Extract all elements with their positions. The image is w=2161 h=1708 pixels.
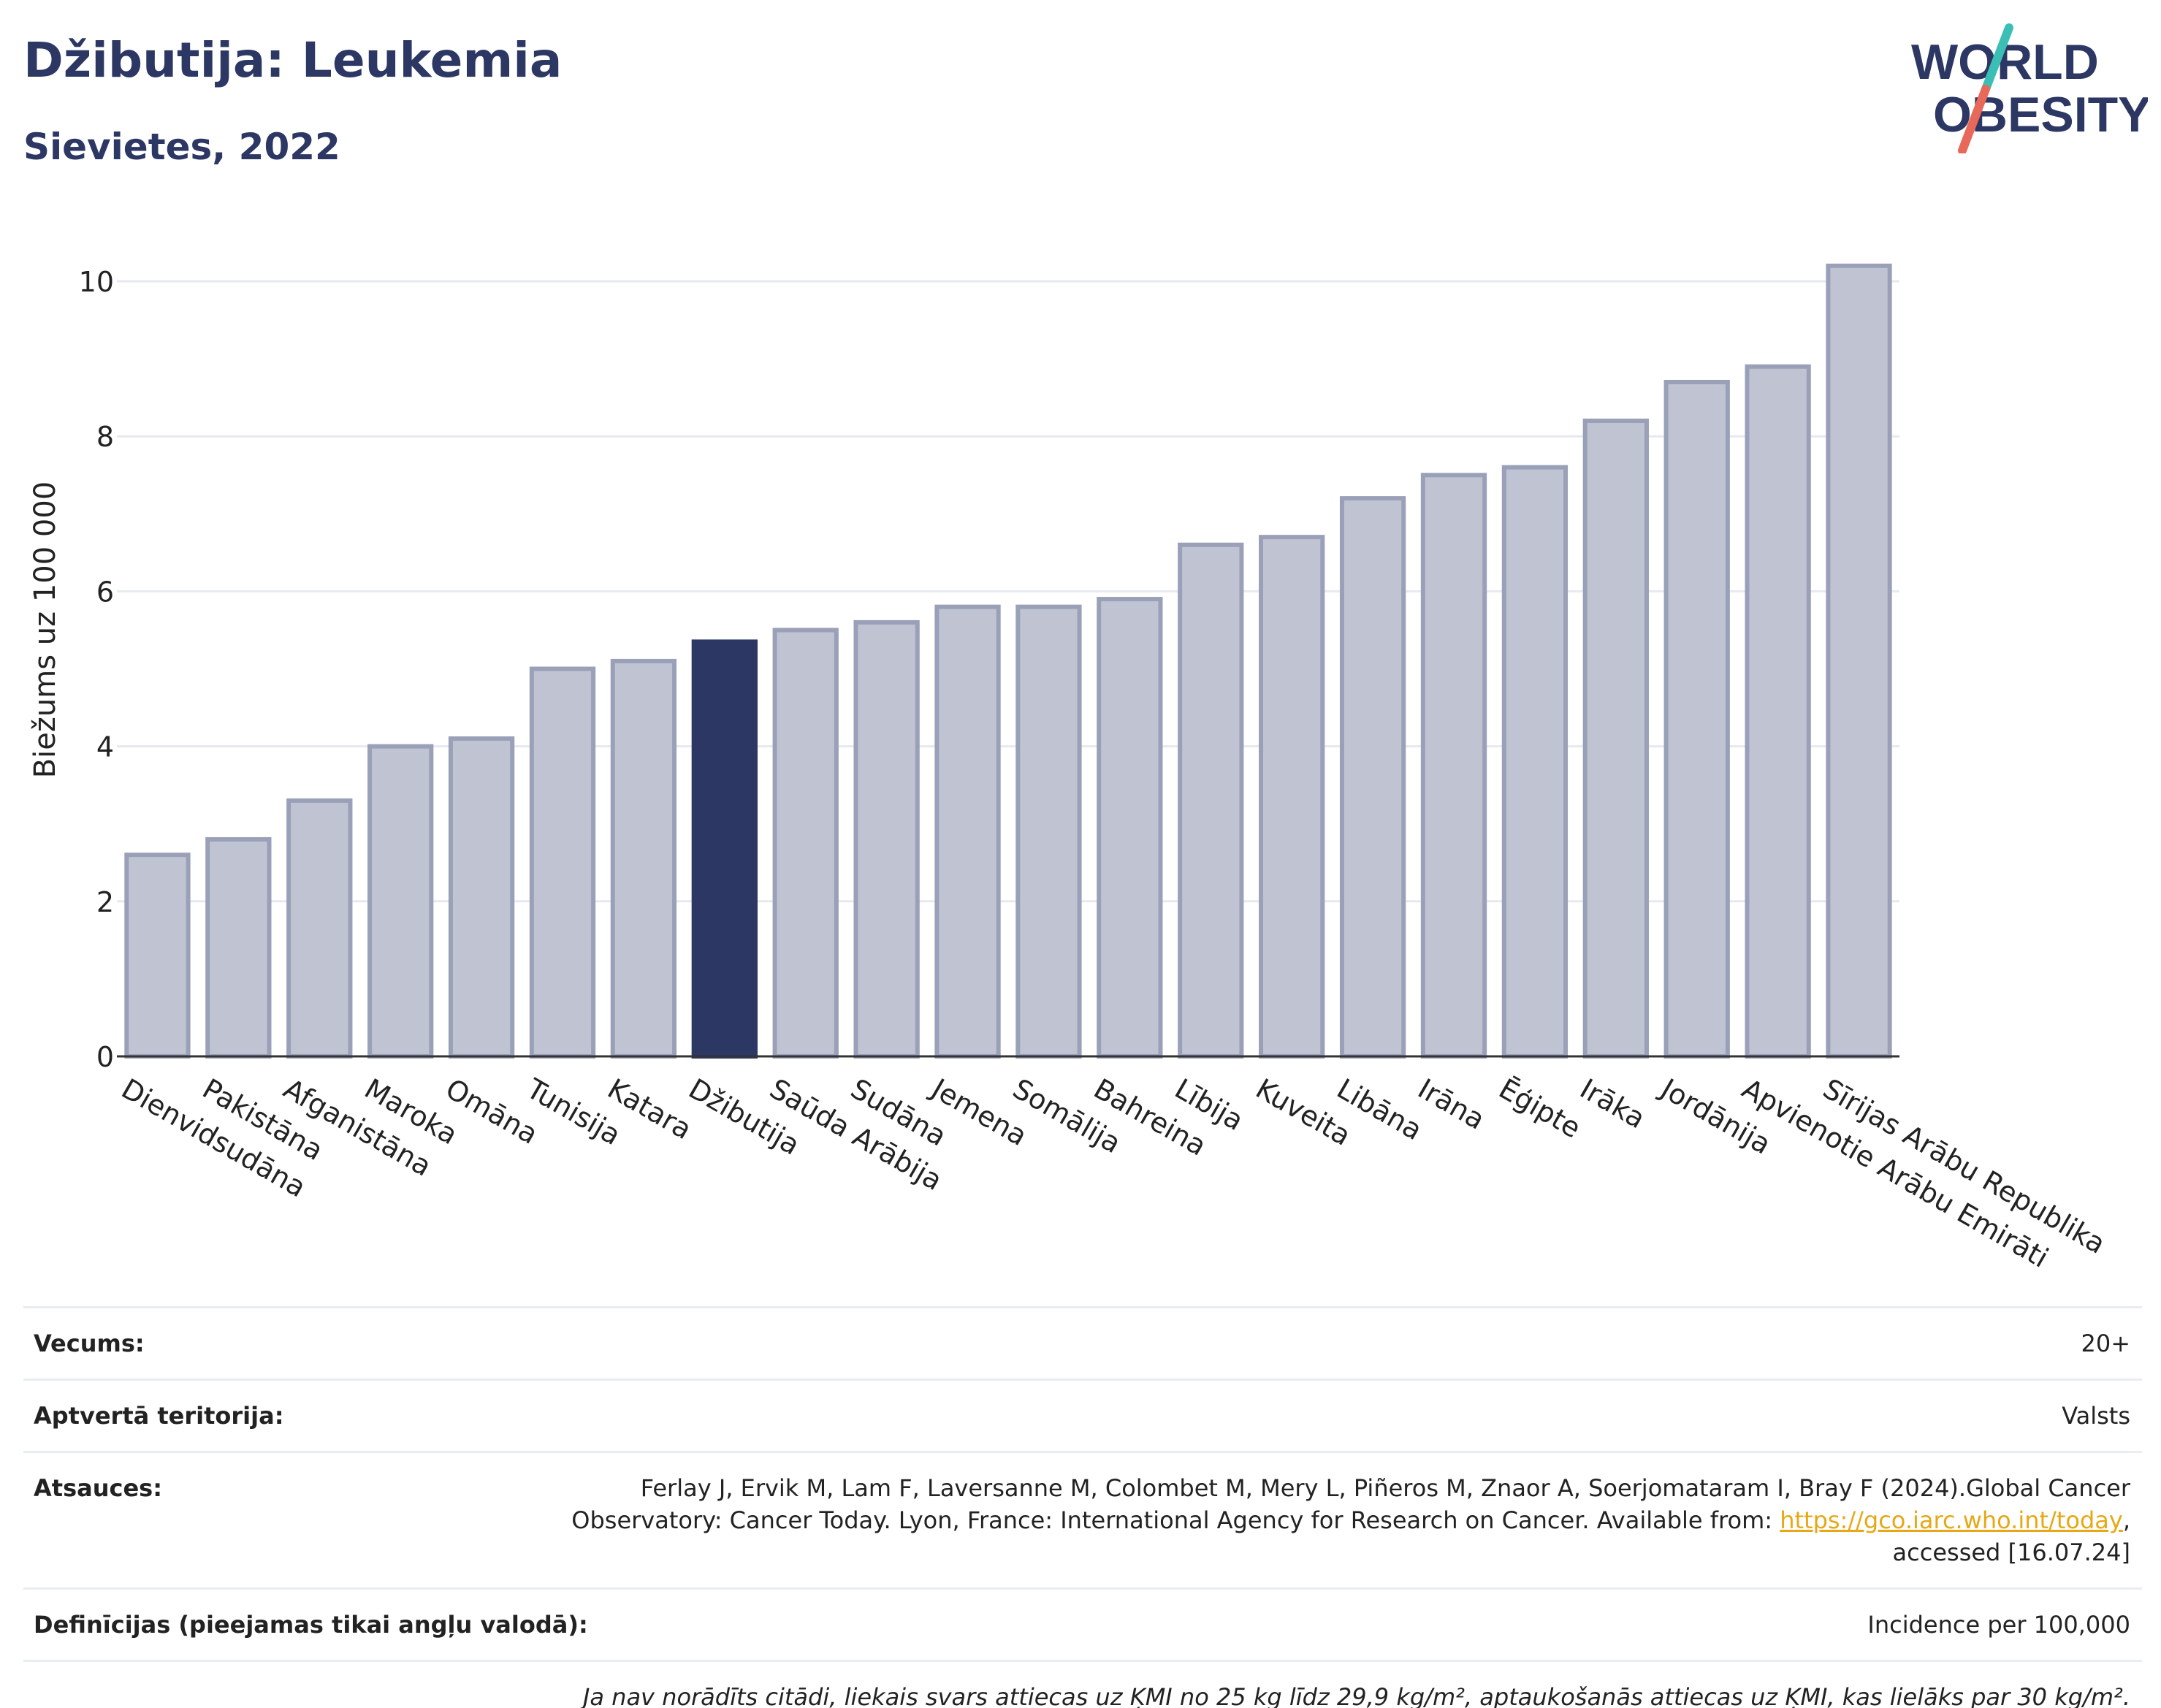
info-row-note: Ja nav norādīts citādi, liekais svars at… <box>23 1660 2142 1708</box>
y-tick-labels: 0 2 4 6 8 10 <box>79 266 114 1073</box>
y-axis-label: Biežums uz 100 000 <box>28 481 62 779</box>
bar-15 <box>1339 496 1406 1059</box>
references-line3: accessed [16.07.24] <box>1892 1539 2130 1566</box>
bar-11 <box>1015 604 1082 1059</box>
x-tick-label: Irāna <box>1413 1072 1490 1136</box>
bar-19 <box>1663 379 1730 1059</box>
info-table: Vecums: 20+ Aptvertā teritorija: Valsts … <box>23 1306 2142 1708</box>
world-obesity-logo: WORLD OBESITY <box>1911 23 2148 153</box>
bar-8 <box>772 628 839 1059</box>
territory-value: Valsts <box>2062 1402 2130 1430</box>
bar-chart: 0 2 4 6 8 10 DienvidsudānaPakistānaAfganistān… <box>79 263 2111 1274</box>
y-tick-label: 8 <box>96 421 114 453</box>
bar-1 <box>205 836 272 1059</box>
bar-13 <box>1178 542 1244 1059</box>
age-value: 20+ <box>2081 1330 2130 1357</box>
bars <box>124 263 1892 1059</box>
bar-21 <box>1826 263 1892 1059</box>
references-line2-end: , <box>2122 1506 2130 1534</box>
logo-slash-teal <box>1981 23 2013 94</box>
bar-20 <box>1745 364 1811 1059</box>
bar-10 <box>934 604 1001 1059</box>
y-tick-label: 6 <box>96 576 114 608</box>
bar-7 <box>691 639 758 1059</box>
age-label: Vecums: <box>34 1330 145 1357</box>
bar-16 <box>1420 473 1487 1059</box>
logo-slash-coral <box>1958 85 1990 153</box>
x-tick-labels: DienvidsudānaPakistānaAfganistānaMarokaO… <box>116 1072 2111 1274</box>
info-row-age: Vecums: 20+ <box>23 1306 2142 1379</box>
bar-14 <box>1259 535 1325 1059</box>
y-tick-label: 4 <box>96 731 114 763</box>
references-line2: Observatory: Cancer Today. Lyon, France:… <box>571 1506 1780 1534</box>
bar-9 <box>853 619 920 1059</box>
references-link[interactable]: https://gco.iarc.who.int/today <box>1780 1506 2123 1534</box>
bar-17 <box>1501 465 1569 1059</box>
info-row-territory: Aptvertā teritorija: Valsts <box>23 1379 2142 1451</box>
territory-label: Aptvertā teritorija: <box>34 1402 284 1430</box>
references-label: Atsauces: <box>34 1474 162 1502</box>
y-tick-label: 2 <box>96 886 114 918</box>
definitions-label: Definīcijas (pieejamas tikai angļu valod… <box>34 1611 588 1639</box>
references-value: Ferlay J, Ervik M, Lam F, Laversanne M, … <box>571 1472 2130 1568</box>
y-tick-label: 10 <box>79 266 114 298</box>
references-line1: Ferlay J, Ervik M, Lam F, Laversanne M, … <box>640 1474 2130 1502</box>
bar-3 <box>367 744 434 1059</box>
page-subtitle: Sievietes, 2022 <box>23 126 340 168</box>
bar-12 <box>1097 597 1163 1059</box>
x-tick-label: Irāka <box>1574 1072 1650 1135</box>
bar-0 <box>124 853 191 1059</box>
bar-6 <box>610 658 677 1059</box>
info-row-definitions: Definīcijas (pieejamas tikai angļu valod… <box>23 1587 2142 1660</box>
note-text: Ja nav norādīts citādi, liekais svars at… <box>582 1683 2130 1708</box>
x-tick-label: Ēģipte <box>1493 1072 1586 1145</box>
bar-4 <box>448 736 515 1059</box>
bar-2 <box>286 798 353 1059</box>
info-row-references: Atsauces: Ferlay J, Ervik M, Lam F, Lave… <box>23 1451 2142 1587</box>
bar-5 <box>529 666 596 1059</box>
x-tick-label: Omāna <box>441 1072 544 1151</box>
x-tick-label: Tunisija <box>521 1072 626 1151</box>
definitions-value: Incidence per 100,000 <box>1867 1611 2130 1639</box>
bar-18 <box>1582 419 1649 1059</box>
y-tick-label: 0 <box>96 1041 114 1073</box>
page-title: Džibutija: Leukemia <box>23 32 563 88</box>
